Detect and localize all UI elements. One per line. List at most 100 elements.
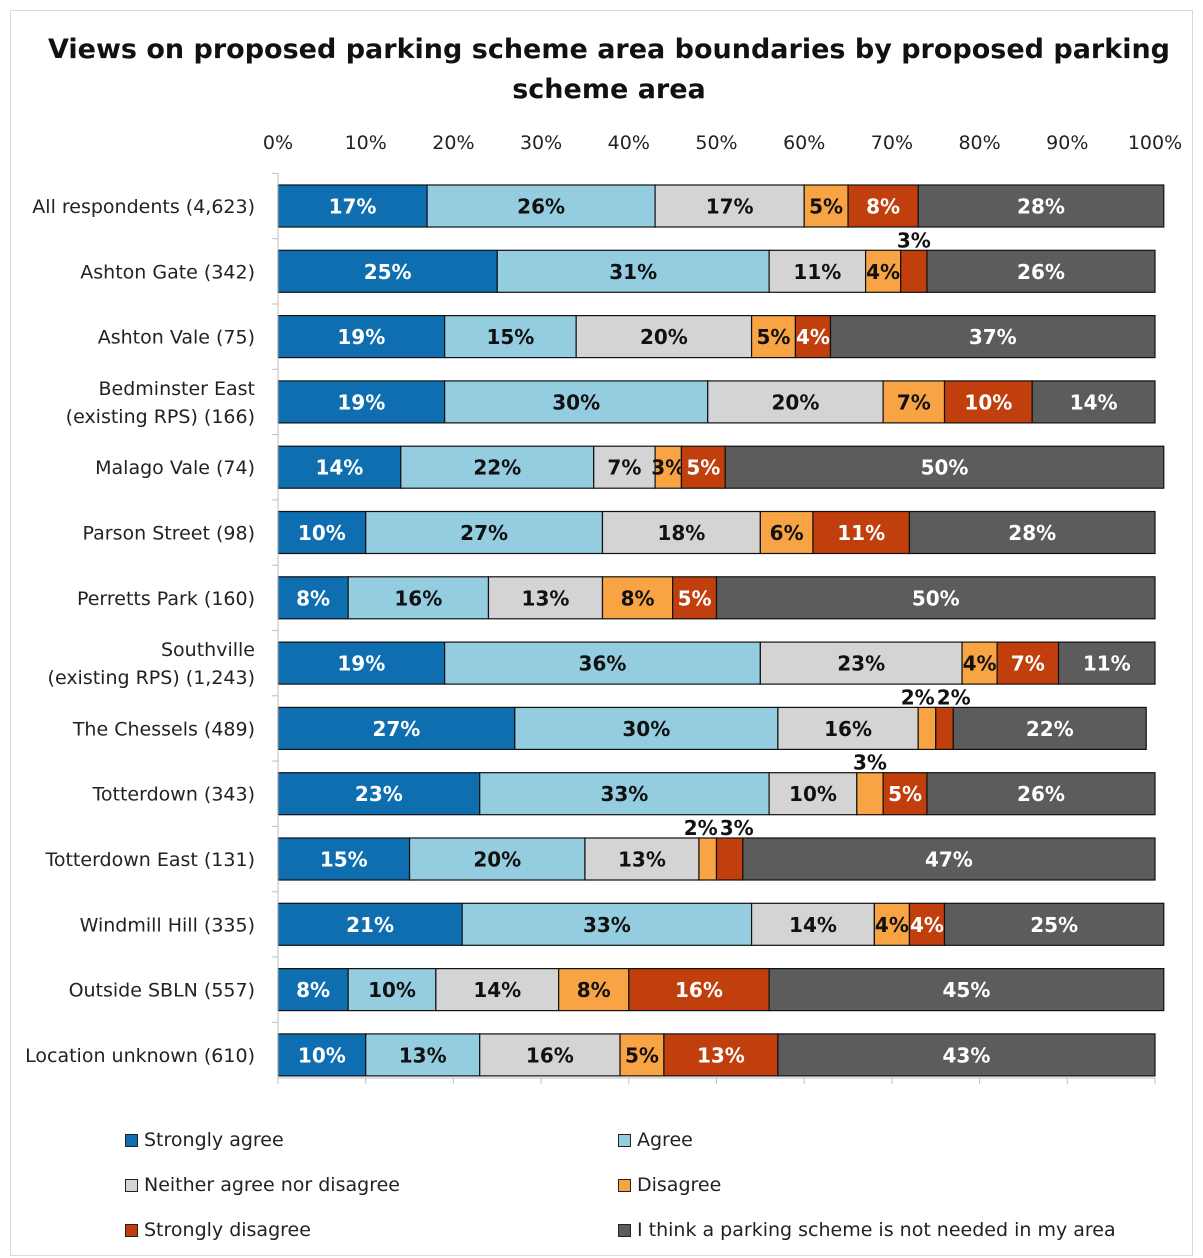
- x-tick-label: 100%: [1128, 132, 1182, 154]
- bar-segment: [812, 510, 911, 555]
- bar-segment: [1057, 641, 1156, 685]
- bar-segment: [347, 967, 437, 1012]
- bar-segment: [943, 380, 1033, 424]
- bar-segment: [900, 249, 928, 293]
- bar-segment: [277, 1033, 367, 1077]
- bar-segment: [558, 967, 630, 1012]
- category-label: Totterdown East (131): [44, 849, 255, 871]
- bar-segment: [908, 510, 1156, 555]
- data-label: 23%: [837, 652, 885, 676]
- legend-swatch: [618, 1178, 631, 1192]
- bar-segment: [400, 445, 595, 489]
- bar-segment: [917, 706, 937, 751]
- legend-item: Strongly agree: [125, 1129, 284, 1151]
- bar-segment: [277, 902, 463, 946]
- bar-segment: [952, 706, 1147, 751]
- category-label: Perretts Park (160): [77, 588, 255, 610]
- bar-segment: [584, 837, 700, 881]
- data-label: 14%: [473, 978, 521, 1002]
- bar-segment: [724, 445, 1165, 489]
- bar-segment: [856, 772, 884, 816]
- data-label: 4%: [910, 913, 944, 937]
- data-label: 16%: [394, 586, 442, 610]
- category-label: Ashton Gate (342): [80, 261, 255, 283]
- x-tick-label: 80%: [958, 132, 1000, 154]
- data-label: 11%: [1083, 652, 1131, 676]
- bar-segment: [426, 184, 656, 228]
- category-label: Location unknown (610): [25, 1045, 255, 1067]
- chart-title: Views on proposed parking scheme area bo…: [47, 34, 1171, 105]
- legend-label: Neither agree nor disagree: [144, 1174, 400, 1196]
- bar-segment: [829, 315, 1156, 359]
- data-label: 4%: [796, 325, 830, 349]
- bar-segment: [961, 641, 998, 685]
- data-label: 21%: [346, 913, 394, 937]
- legend-item: Neither agree nor disagree: [125, 1174, 400, 1196]
- x-tick-label: 30%: [520, 132, 562, 154]
- data-label: 3%: [897, 228, 931, 252]
- data-label: 2%: [684, 816, 718, 840]
- bar-segment: [707, 380, 884, 424]
- bar-segment: [768, 967, 1165, 1012]
- data-label: 28%: [1017, 195, 1065, 219]
- data-label: 14%: [789, 913, 837, 937]
- data-label: 14%: [315, 456, 363, 480]
- bar-segment: [444, 315, 577, 359]
- legend-swatch: [125, 1223, 138, 1237]
- bar-segment: [479, 772, 770, 816]
- legend-item: I think a parking scheme is not needed i…: [618, 1219, 1116, 1241]
- bar-segment: [496, 249, 770, 293]
- bar-segment: [680, 445, 726, 489]
- data-label: 47%: [925, 848, 973, 872]
- data-label: 11%: [793, 260, 841, 284]
- data-label: 31%: [609, 260, 657, 284]
- data-label: 43%: [943, 1043, 991, 1067]
- legend-label: I think a parking scheme is not needed i…: [637, 1219, 1116, 1241]
- data-label: 50%: [921, 456, 969, 480]
- data-label: 8%: [296, 978, 330, 1002]
- legend-swatch: [125, 1133, 138, 1147]
- bar-segment: [882, 772, 928, 816]
- bar-segment: [277, 641, 446, 685]
- data-label: 22%: [473, 456, 521, 480]
- data-label: 13%: [522, 586, 570, 610]
- bar-segment: [365, 1033, 481, 1077]
- bar-segment: [750, 902, 875, 946]
- data-label: 5%: [625, 1043, 659, 1067]
- x-tick-label: 60%: [783, 132, 825, 154]
- bar-segment: [461, 902, 753, 946]
- data-label: 3%: [853, 751, 887, 775]
- category-label: Bedminster East: [99, 378, 256, 400]
- data-label: 10%: [964, 390, 1012, 414]
- data-label: 5%: [678, 586, 712, 610]
- bar-segment: [444, 641, 761, 685]
- data-label: 17%: [329, 195, 377, 219]
- category-label: (existing RPS) (1,243): [48, 667, 255, 689]
- bar-segment: [803, 184, 849, 228]
- data-label: 13%: [399, 1043, 447, 1067]
- data-label: 14%: [1070, 390, 1118, 414]
- bar-segment: [759, 641, 963, 685]
- bar-segment: [444, 380, 709, 424]
- legend-swatch: [125, 1178, 138, 1192]
- bar-segment: [277, 967, 349, 1012]
- bar-segment: [847, 184, 919, 228]
- data-label: 10%: [298, 521, 346, 545]
- bar-segment: [935, 706, 954, 751]
- data-label: 6%: [770, 521, 804, 545]
- data-label: 37%: [969, 325, 1017, 349]
- bar-segment: [777, 1033, 1156, 1077]
- bar-segment: [479, 1033, 621, 1077]
- legend-label: Strongly disagree: [144, 1219, 311, 1241]
- data-label: 19%: [337, 652, 385, 676]
- data-label: 19%: [337, 390, 385, 414]
- x-tick-label: 40%: [608, 132, 650, 154]
- bar-segment: [943, 902, 1165, 946]
- data-label: 5%: [888, 782, 922, 806]
- bar-segment: [698, 837, 718, 881]
- legend-label: Disagree: [637, 1174, 722, 1196]
- bar-segment: [601, 576, 674, 620]
- chart-frame: [10, 10, 1193, 1256]
- data-label: 5%: [809, 195, 843, 219]
